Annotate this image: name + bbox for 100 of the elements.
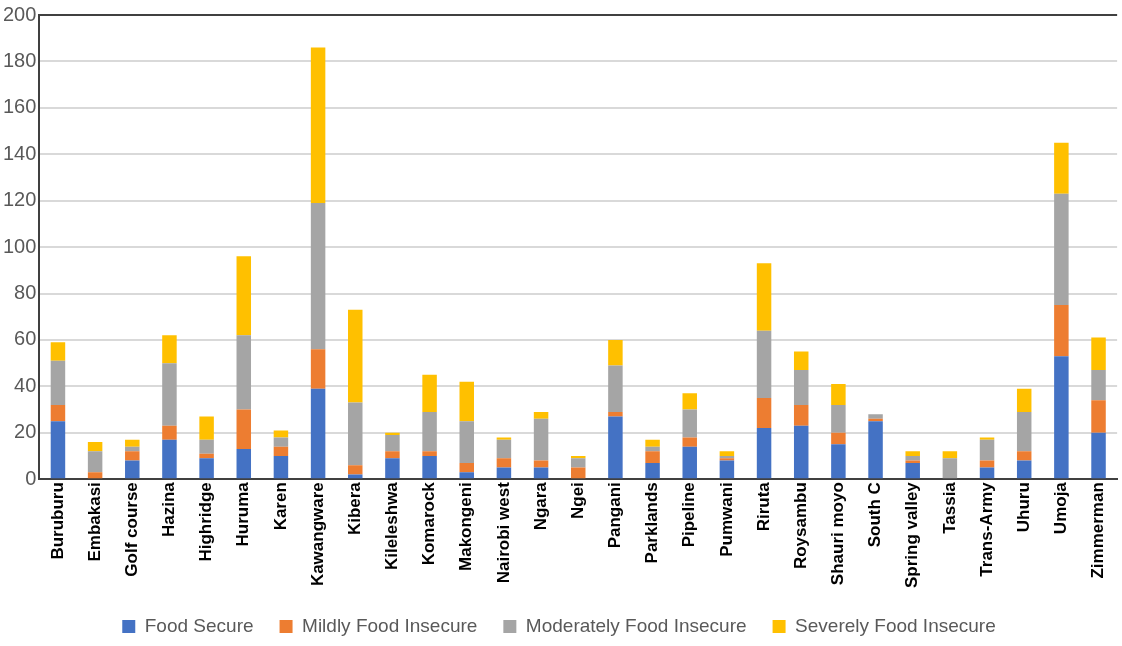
bar	[496, 439, 512, 459]
bar	[793, 370, 809, 405]
bar	[570, 458, 586, 468]
bar	[1016, 411, 1032, 452]
bar	[385, 458, 400, 479]
bar	[905, 455, 920, 461]
bar	[831, 432, 846, 445]
bar	[942, 451, 958, 459]
x-tick-label: Huruma	[233, 481, 253, 547]
bar	[1091, 370, 1106, 401]
bar	[831, 384, 846, 405]
bar	[979, 467, 995, 479]
x-tick-label: Embakasi	[84, 482, 104, 562]
y-tick-label: 120	[2, 188, 37, 211]
bar	[979, 460, 995, 468]
bar	[348, 402, 363, 466]
bar	[1016, 460, 1032, 479]
y-tick-label: 80	[14, 281, 37, 304]
bar	[719, 451, 735, 456]
x-tick-label: Komarock	[419, 481, 439, 566]
bar	[1091, 400, 1106, 433]
y-tick-label: 100	[2, 234, 37, 257]
x-tick-label: Uhuru	[1013, 482, 1033, 533]
bar	[310, 47, 326, 203]
y-tick-label: 160	[2, 95, 37, 118]
y-tick-label: 40	[14, 373, 37, 396]
y-tick-label: 140	[2, 141, 37, 164]
bar	[125, 451, 140, 461]
bar	[608, 365, 623, 412]
bar	[125, 460, 140, 479]
bar	[533, 460, 549, 468]
bar	[422, 374, 437, 412]
bar	[533, 411, 549, 419]
bar	[273, 446, 289, 456]
x-tick-label: Spring valley	[902, 481, 922, 589]
bar	[1091, 432, 1106, 479]
bar	[87, 442, 103, 452]
bar	[125, 439, 140, 447]
bar	[496, 437, 512, 440]
y-tick-label: 20	[14, 420, 37, 443]
bar	[199, 453, 214, 459]
bar	[162, 425, 177, 440]
x-tick-label: Kawangware	[307, 482, 327, 587]
bar	[645, 451, 660, 463]
bar	[1054, 356, 1069, 479]
bar	[793, 404, 809, 426]
bar	[608, 339, 623, 366]
x-tick-label: South C	[865, 482, 885, 548]
bar	[236, 256, 252, 336]
bar	[50, 421, 66, 479]
bar	[87, 472, 103, 479]
bar	[310, 349, 326, 389]
bar	[273, 430, 289, 438]
bar	[162, 363, 177, 426]
bar	[87, 451, 103, 473]
bar	[868, 414, 883, 419]
bar	[273, 455, 289, 479]
x-tick-label: Umoja	[1051, 481, 1071, 535]
bar	[868, 421, 883, 479]
bar	[682, 437, 697, 447]
x-tick-label: Nairobi west	[493, 481, 513, 584]
bar	[459, 472, 474, 479]
bar	[645, 462, 660, 479]
legend-label: Moderately Food Insecure	[525, 614, 747, 636]
bar	[942, 458, 958, 479]
bar	[682, 409, 697, 438]
bar	[719, 460, 735, 479]
bar	[236, 335, 252, 410]
x-tick-label: Highridge	[196, 482, 216, 562]
bar	[348, 309, 363, 403]
x-tick-label: Roysambu	[790, 482, 810, 570]
x-tick-label: Pumwani	[716, 482, 736, 557]
legend-label: Food Secure	[144, 614, 254, 636]
bar	[310, 202, 326, 350]
bar	[756, 428, 772, 479]
x-tick-label: Parklands	[642, 482, 662, 564]
bar	[1091, 337, 1106, 371]
bar	[310, 388, 326, 479]
bar	[50, 342, 66, 361]
x-tick-label: Golf course	[121, 482, 141, 577]
bar	[533, 467, 549, 479]
bar	[1016, 388, 1032, 412]
bar	[979, 439, 995, 461]
bar	[533, 418, 549, 461]
bar	[199, 439, 214, 454]
bar	[162, 439, 177, 479]
bar	[459, 462, 474, 473]
bar	[459, 381, 474, 422]
bar	[422, 455, 437, 479]
bar	[905, 451, 920, 456]
x-tick-label: Kibera	[344, 481, 364, 536]
bar	[348, 465, 363, 475]
x-tick-label: Riruta	[753, 481, 773, 532]
bar	[236, 449, 252, 479]
bar	[125, 446, 140, 452]
bar	[608, 416, 623, 479]
bar	[199, 458, 214, 479]
bar	[236, 409, 252, 450]
bar	[979, 437, 995, 440]
x-tick-label: Ngara	[530, 481, 550, 531]
